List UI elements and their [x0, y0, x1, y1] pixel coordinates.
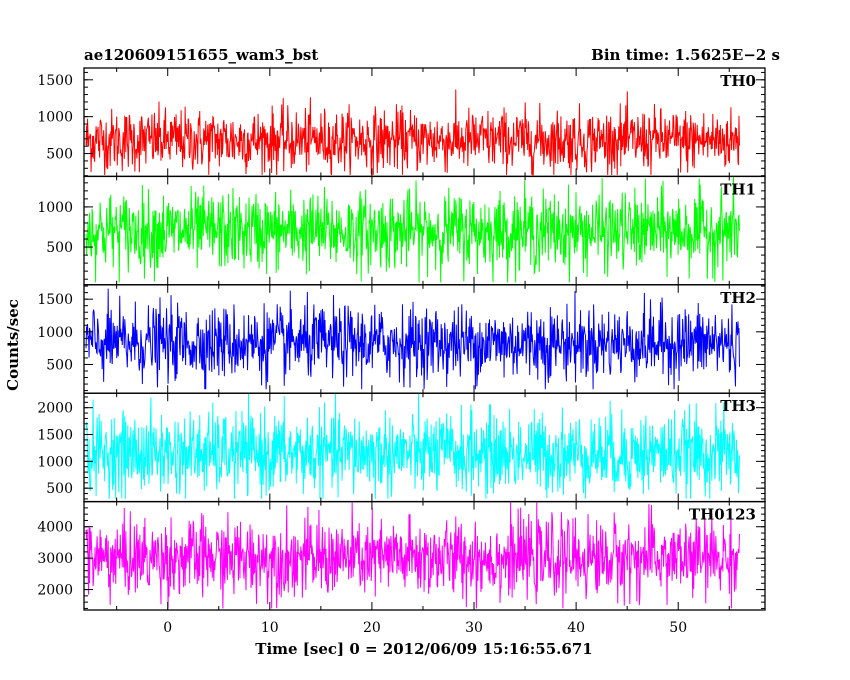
y-tick-label: 1000	[37, 200, 73, 216]
panel-th3: 500 1000 1500 2000 TH3	[37, 392, 766, 503]
x-tick-label: 30	[465, 620, 483, 636]
y-tick-label: 2000	[37, 583, 73, 599]
x-tick-label: 20	[363, 620, 381, 636]
panel-th0: 500 1000 1500 TH0	[37, 67, 766, 178]
series-line-th1	[85, 176, 740, 283]
x-tick-label: 10	[261, 620, 279, 636]
panel-th2: 500 1000 1500 TH2	[37, 284, 766, 394]
series-label-th2: TH2	[720, 289, 756, 307]
x-tick-label: 0	[163, 620, 172, 636]
y-tick-label: 4000	[37, 520, 73, 536]
y-tick-label: 1500	[37, 292, 73, 308]
y-tick-label: 500	[46, 240, 73, 256]
y-tick-label: 1000	[37, 325, 73, 341]
series-label-th1: TH1	[720, 180, 756, 198]
x-axis-label: Time [sec] 0 = 2012/06/09 15:16:55.671	[255, 640, 592, 658]
series-line-th0	[85, 89, 740, 176]
x-tick-label: 50	[669, 620, 687, 636]
chart-title-right: Bin time: 1.5625E−2 s	[591, 46, 780, 64]
y-tick-label: 1000	[37, 454, 73, 470]
y-tick-label: 1500	[37, 73, 73, 89]
y-tick-label: 1000	[37, 110, 73, 126]
chart-title-left: ae120609151655_wam3_bst	[84, 46, 318, 64]
series-label-th0123: TH0123	[689, 506, 756, 524]
series-label-th0: TH0	[720, 72, 756, 90]
series-line-th2	[85, 288, 740, 390]
x-axis: 0 10 20 30 40 50	[163, 620, 687, 636]
panel-th0123: 2000 3000 4000 TH0123	[37, 500, 766, 611]
panel-frame	[83, 67, 766, 178]
panel-th1: 500 1000 TH1	[37, 175, 766, 286]
y-axis-label: Counts/sec	[4, 299, 22, 391]
x-tick-label: 40	[567, 620, 585, 636]
y-tick-label: 1500	[37, 428, 73, 444]
y-tick-label: 2000	[37, 401, 73, 417]
series-label-th3: TH3	[720, 397, 756, 415]
y-tick-label: 500	[46, 481, 73, 497]
y-tick-label: 3000	[37, 551, 73, 567]
y-tick-label: 500	[46, 147, 73, 163]
panel-frame	[83, 500, 766, 611]
series-line-th3	[85, 393, 740, 499]
y-tick-label: 500	[46, 357, 73, 373]
series-line-th0123	[85, 501, 740, 609]
